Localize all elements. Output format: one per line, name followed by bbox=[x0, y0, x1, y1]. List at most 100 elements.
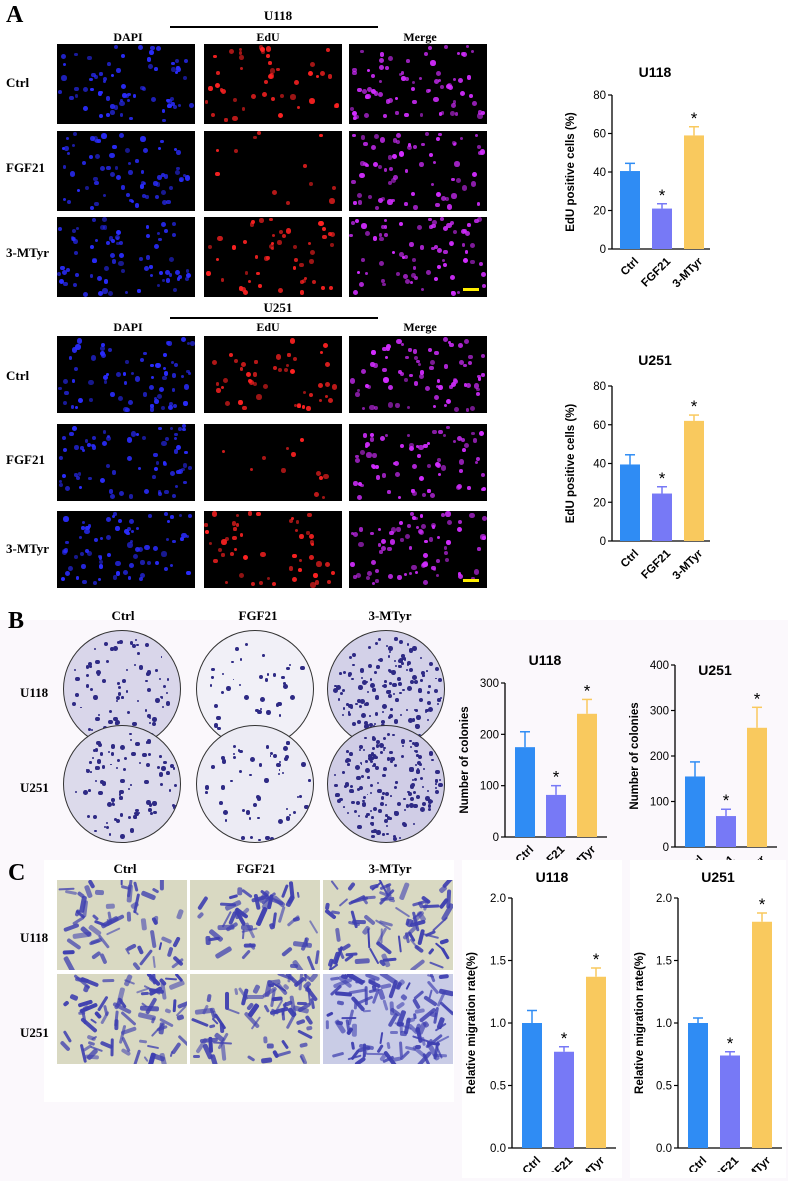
cell-nucleus bbox=[480, 534, 486, 540]
colony bbox=[159, 677, 162, 680]
cell-nucleus bbox=[293, 403, 297, 408]
cell-nucleus bbox=[105, 96, 110, 101]
cell-nucleus bbox=[231, 521, 237, 527]
colony bbox=[383, 819, 388, 824]
colony bbox=[256, 796, 262, 801]
cell-nucleus bbox=[349, 233, 353, 237]
colony bbox=[436, 702, 439, 705]
cell-nucleus bbox=[171, 102, 175, 106]
cell-nucleus bbox=[418, 363, 422, 367]
cell-nucleus bbox=[81, 448, 86, 453]
cell-nucleus bbox=[145, 233, 150, 238]
colony bbox=[124, 756, 128, 760]
cell-nucleus bbox=[466, 75, 472, 80]
cell-nucleus bbox=[411, 86, 416, 91]
colony bbox=[85, 673, 89, 678]
cell-nucleus bbox=[360, 135, 365, 140]
col-merge-u251: Merge bbox=[403, 320, 437, 334]
cell-nucleus bbox=[330, 570, 336, 576]
migrated-cell bbox=[106, 903, 116, 909]
colony bbox=[356, 824, 362, 830]
colony bbox=[136, 643, 139, 647]
cell-nucleus bbox=[439, 84, 445, 90]
colony bbox=[166, 771, 170, 775]
colony bbox=[133, 664, 136, 667]
colony bbox=[377, 788, 382, 794]
cell-nucleus bbox=[71, 229, 76, 234]
colony bbox=[428, 684, 432, 688]
cell-nucleus bbox=[68, 356, 73, 360]
cell-nucleus bbox=[477, 374, 481, 379]
cell-nucleus bbox=[394, 96, 399, 101]
cell-nucleus bbox=[384, 168, 388, 172]
colony bbox=[249, 773, 252, 777]
cell-nucleus bbox=[166, 104, 172, 109]
colony bbox=[394, 664, 398, 668]
cell-nucleus bbox=[419, 514, 424, 519]
cell-nucleus bbox=[396, 272, 401, 277]
row-u251-c: U251 bbox=[20, 1025, 49, 1040]
cell-nucleus bbox=[93, 537, 99, 543]
cell-nucleus bbox=[411, 489, 415, 493]
u118-merge-image-row1 bbox=[349, 44, 487, 124]
cell-nucleus bbox=[468, 354, 473, 360]
cell-nucleus bbox=[60, 265, 65, 271]
colony bbox=[238, 769, 242, 774]
cell-nucleus bbox=[113, 512, 117, 516]
migrated-cell bbox=[368, 947, 380, 965]
colony bbox=[359, 668, 365, 673]
cell-nucleus bbox=[94, 238, 99, 242]
cell-nucleus bbox=[174, 270, 180, 276]
migrated-cell bbox=[110, 1038, 115, 1057]
colony bbox=[272, 754, 278, 759]
cell-nucleus bbox=[360, 161, 365, 166]
cell-nucleus bbox=[432, 404, 436, 408]
cell-nucleus bbox=[428, 152, 434, 158]
colony bbox=[101, 781, 107, 786]
cell-nucleus bbox=[354, 454, 359, 459]
colony bbox=[359, 748, 361, 751]
cell-nucleus bbox=[74, 445, 79, 450]
colony bbox=[415, 709, 419, 712]
colony bbox=[416, 794, 421, 799]
cell-nucleus bbox=[213, 54, 217, 59]
colony bbox=[376, 830, 381, 835]
cell-nucleus bbox=[64, 485, 70, 492]
cell-nucleus bbox=[324, 562, 331, 568]
colony bbox=[343, 805, 346, 808]
cell-nucleus bbox=[353, 481, 358, 486]
y-tick-label: 0.0 bbox=[656, 1143, 672, 1155]
colony bbox=[403, 797, 406, 800]
cell-nucleus bbox=[232, 535, 238, 541]
cell-nucleus bbox=[442, 263, 447, 268]
migrated-cell bbox=[260, 1057, 272, 1064]
migrated-cell bbox=[133, 881, 139, 892]
cell-nucleus bbox=[391, 178, 397, 184]
cell-nucleus bbox=[268, 73, 275, 79]
bar-3mtyr bbox=[747, 727, 767, 847]
colony bbox=[152, 801, 157, 806]
cell-nucleus bbox=[178, 178, 183, 183]
cell-nucleus bbox=[469, 93, 473, 98]
colony bbox=[393, 834, 397, 838]
colony bbox=[369, 759, 374, 764]
migrated-cell bbox=[280, 1039, 289, 1050]
y-axis-label: Relative migration rate(%) bbox=[634, 952, 646, 1094]
colony bbox=[147, 753, 151, 757]
cell-nucleus bbox=[204, 100, 209, 104]
cell-nucleus bbox=[411, 464, 417, 470]
migrated-cell bbox=[292, 916, 301, 923]
cell-nucleus bbox=[139, 184, 144, 189]
cell-nucleus bbox=[184, 175, 191, 181]
cell-nucleus bbox=[138, 45, 144, 51]
y-tick-label: 0.0 bbox=[490, 1143, 506, 1155]
colony bbox=[74, 669, 77, 672]
colony bbox=[357, 788, 361, 792]
cell-nucleus bbox=[163, 352, 168, 357]
cell-nucleus bbox=[435, 136, 441, 142]
cell-nucleus bbox=[329, 231, 336, 238]
cell-nucleus bbox=[244, 271, 249, 275]
colony bbox=[255, 709, 259, 713]
cell-nucleus bbox=[241, 107, 245, 111]
colony bbox=[172, 767, 176, 770]
